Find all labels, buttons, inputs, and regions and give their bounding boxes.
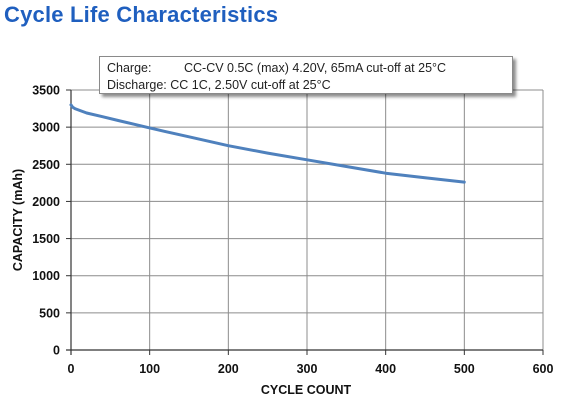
- series-layer: [69, 103, 466, 184]
- discharge-condition-row: Discharge: CC 1C, 2.50V cut-off at 25°C: [107, 77, 512, 94]
- x-tick-label: 200: [218, 362, 239, 376]
- y-axis-label: CAPACITY (mAh): [11, 169, 25, 271]
- y-tick-label: 3500: [32, 84, 60, 98]
- x-tick-label: 400: [375, 362, 396, 376]
- discharge-text: CC 1C, 2.50V cut-off at 25°C: [170, 78, 331, 92]
- chart-title: Cycle Life Characteristics: [4, 2, 279, 27]
- y-tick-label: 3000: [32, 121, 60, 135]
- charge-condition-row: Charge: CC-CV 0.5C (max) 4.20V, 65mA cut-…: [107, 60, 512, 77]
- x-tick-label: 600: [533, 362, 554, 376]
- y-tick-label: 1500: [32, 232, 60, 246]
- y-tick-label: 2500: [32, 158, 60, 172]
- x-tick-label: 300: [297, 362, 318, 376]
- charge-text: CC-CV 0.5C (max) 4.20V, 65mA cut-off at …: [184, 61, 447, 75]
- axis-ticks: 0 100 200 300 400 500 600 0 500 1000 1500 2000 2500 3…: [32, 84, 553, 377]
- y-tick-label: 0: [53, 344, 60, 358]
- x-axis-label: CYCLE COUNT: [261, 383, 352, 397]
- grid: [66, 89, 544, 355]
- x-tick-label: 0: [68, 362, 75, 376]
- charge-label: Charge:: [107, 61, 152, 75]
- capacity-series-line: [69, 103, 466, 184]
- y-tick-label: 2000: [32, 195, 60, 209]
- x-tick-label: 500: [454, 362, 475, 376]
- discharge-label: Discharge:: [107, 78, 167, 92]
- x-tick-label: 100: [139, 362, 160, 376]
- test-conditions-box: Charge: CC-CV 0.5C (max) 4.20V, 65mA cut-…: [99, 56, 513, 94]
- y-tick-label: 500: [39, 306, 60, 320]
- y-tick-label: 1000: [32, 269, 60, 283]
